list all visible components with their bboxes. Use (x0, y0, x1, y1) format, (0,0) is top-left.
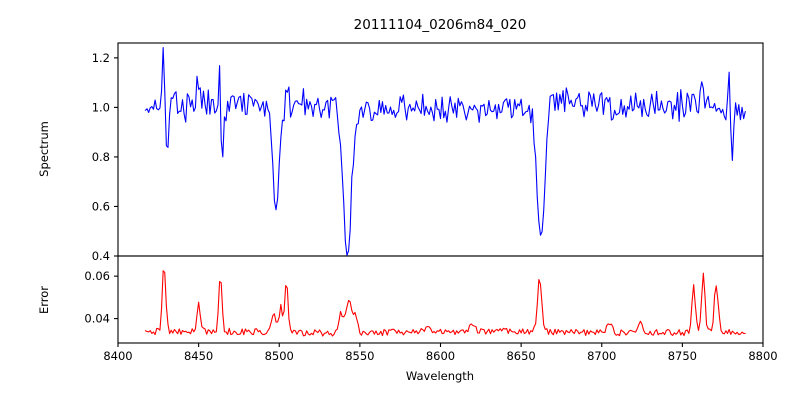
error-y-tick-label: 0.06 (84, 269, 110, 283)
x-tick-label: 8450 (184, 349, 213, 363)
error-axis-label: Error (37, 286, 51, 314)
spectrum-data-line (144, 47, 746, 256)
x-tick-label: 8400 (103, 349, 132, 363)
error-y-ticks: 0.04 0.06 (84, 269, 118, 326)
spectrum-y-ticks: 0.4 0.6 0.8 1.0 1.2 (92, 51, 118, 263)
error-panel: 0.04 0.06 Error (37, 255, 764, 344)
x-tick-label: 8550 (345, 349, 374, 363)
spectrum-y-tick-label: 1.2 (92, 51, 110, 65)
x-tick-label: 8750 (668, 349, 697, 363)
spectrum-axis-label: Spectrum (37, 121, 51, 177)
spectrum-y-tick-label: 0.4 (92, 249, 110, 263)
x-tick-label: 8800 (748, 349, 777, 363)
page-title: 20111104_0206m84_020 (354, 17, 527, 33)
error-y-tick-label: 0.04 (84, 312, 110, 326)
spectrum-y-tick-label: 0.8 (92, 150, 110, 164)
x-tick-label: 8500 (265, 349, 294, 363)
error-data-line (144, 270, 746, 337)
spectrum-y-tick-label: 1.0 (92, 100, 110, 114)
x-tick-label: 8600 (426, 349, 455, 363)
x-tick-label: 8650 (506, 349, 535, 363)
x-tick-label: 8700 (587, 349, 616, 363)
x-axis-label: Wavelength (406, 369, 474, 383)
spectrum-y-tick-label: 0.6 (92, 199, 110, 213)
x-axis-ticks: 8400 8450 8500 8550 8600 8650 8700 8750 8800 (103, 343, 778, 363)
